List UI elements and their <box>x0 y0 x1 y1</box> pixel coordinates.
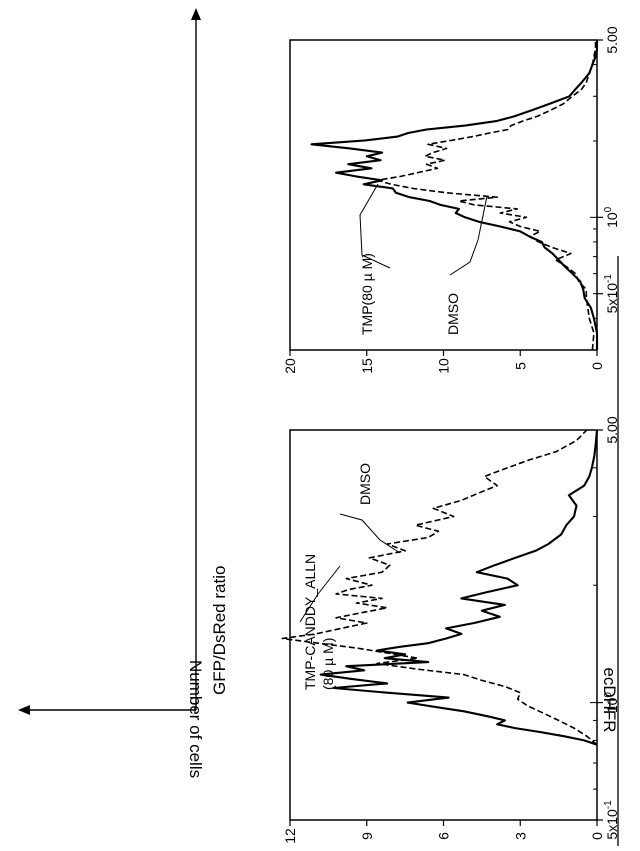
axes-key-y-label: Number of cells <box>186 660 205 778</box>
x-tick-label: 5x10-1 <box>603 274 620 314</box>
annotation-label: DMSO <box>357 463 373 505</box>
y-tick-label: 0 <box>589 362 605 370</box>
y-tick-label: 5 <box>512 362 528 370</box>
plot-frame <box>289 429 598 821</box>
x-tick-label: 5.00 <box>604 26 620 53</box>
series-dashed-line <box>376 40 597 351</box>
plot-frame <box>289 39 598 351</box>
y-tick-label: 9 <box>359 832 375 840</box>
y-tick-label: 0 <box>589 832 605 840</box>
row-label-group: ecDHFR <box>600 256 619 846</box>
x-tick-label: 100 <box>603 692 620 714</box>
x-tick-label: 5x10-1 <box>603 800 620 840</box>
chart-ecdhfr-tmp: 5x10-1 100 5.00 0 5 10 15 20 TMP(80 µ M) DMSO <box>282 26 620 374</box>
x-tick-label: 100 <box>603 206 620 228</box>
annotation-label: TMP(80 µ M) <box>359 253 375 335</box>
x-tick-label: 5.00 <box>604 416 620 443</box>
series-dashed-line <box>281 429 598 746</box>
axes-key: Number of cells GFP/DsRed ratio <box>18 8 229 778</box>
annotation-leader <box>339 513 401 554</box>
annotation-label: DMSO <box>445 293 461 335</box>
y-tick-label: 6 <box>436 832 452 840</box>
y-tick-label: 20 <box>282 358 298 374</box>
annotation-leader <box>299 565 341 623</box>
annotation-label: TMP-CANDDY_ALLN <box>302 554 318 690</box>
annotation-leader <box>359 183 391 269</box>
y-tick-label: 12 <box>282 828 298 844</box>
annotation-leader <box>449 195 488 276</box>
chart-ecdhfr-tmp-canddy-alln: 5x10-1 100 5.00 0 3 6 9 12 TMP-CANDDY_ALLN (80 µ … <box>281 416 620 844</box>
y-tick-label: 3 <box>512 832 528 840</box>
y-tick-label: 15 <box>359 358 375 374</box>
y-tick-label: 10 <box>436 358 452 374</box>
axes-key-horizontal-arrowhead <box>18 705 30 715</box>
axes-key-x-label: GFP/DsRed ratio <box>210 566 229 695</box>
series-solid-line <box>319 429 599 746</box>
row-label: ecDHFR <box>600 667 619 732</box>
annotation-label: (80 µ M) <box>320 638 336 690</box>
axes-key-vertical-arrowhead <box>191 8 201 20</box>
